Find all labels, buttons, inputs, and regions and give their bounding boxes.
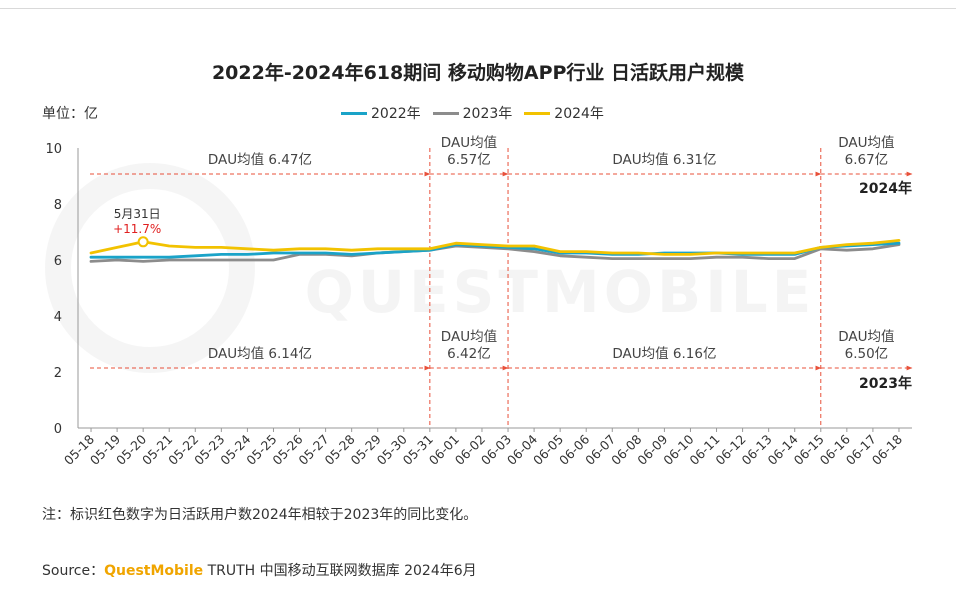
footnote: 注：标识红色数字为日活跃用户数2024年相较于2023年的同比变化。: [42, 507, 478, 523]
series-line-2024: [89, 239, 901, 256]
legend: 2022年 2023年 2024年: [341, 103, 616, 123]
legend-item-2022: 2022年: [341, 103, 421, 123]
avg-2024-label: DAU均值: [838, 135, 894, 151]
avg-2023-label: DAU均值 6.14亿: [208, 346, 312, 362]
avg-2023-label: DAU均值: [441, 329, 497, 345]
chart-title: 2022年-2024年618期间 移动购物APP行业 日活跃用户规模: [211, 62, 745, 84]
avg-2023-value: 6.42亿: [447, 346, 491, 362]
avg-2023-label: DAU均值: [838, 329, 894, 345]
y-tick-label: 8: [54, 198, 62, 213]
watermark-text: QUESTMOBILE: [305, 258, 816, 326]
legend-swatch-2023: [432, 111, 459, 115]
callout-marker: [137, 236, 149, 248]
avg-2023-label: DAU均值 6.16亿: [612, 346, 716, 362]
avg-2024-value: 6.67亿: [845, 152, 889, 168]
legend-label-2024: 2024年: [554, 106, 604, 122]
unit-label: 单位：亿: [42, 106, 98, 122]
legend-item-2024: 2024年: [524, 103, 604, 123]
y-tick-label: 4: [54, 310, 62, 325]
legend-item-2023: 2023年: [432, 103, 513, 123]
top-rule: [0, 8, 956, 9]
x-tick-label: 06-18: [869, 431, 905, 467]
watermark-logo: [45, 163, 255, 373]
y-tick-label: 10: [45, 142, 62, 157]
avg-2024-label: DAU均值: [441, 135, 497, 151]
avg-2023-value: 6.50亿: [845, 346, 889, 362]
y-tick-label: 2: [54, 366, 62, 381]
avg-2024-label: DAU均值 6.47亿: [208, 152, 312, 168]
avg-2024-label: DAU均值 6.31亿: [612, 152, 716, 168]
source-line: Source：QuestMobile TRUTH 中国移动互联网数据库 2024…: [42, 560, 477, 580]
source-rest: TRUTH 中国移动互联网数据库 2024年6月: [203, 563, 477, 579]
source-prefix: Source：: [42, 563, 105, 579]
avg-2024-value: 6.57亿: [447, 152, 491, 168]
legend-label-2022: 2022年: [371, 106, 421, 122]
year-tag-2023: 2023年: [859, 375, 912, 392]
legend-swatch-2024: [524, 111, 551, 115]
y-tick-label: 0: [54, 422, 62, 437]
callout-date: 5月31日: [114, 207, 161, 221]
callout-change: +11.7%: [113, 222, 161, 236]
year-tag-2024: 2024年: [859, 180, 912, 197]
y-tick-label: 6: [54, 254, 62, 269]
legend-label-2023: 2023年: [462, 106, 513, 122]
legend-swatch-2022: [341, 111, 367, 115]
source-brand: QuestMobile: [104, 563, 204, 579]
